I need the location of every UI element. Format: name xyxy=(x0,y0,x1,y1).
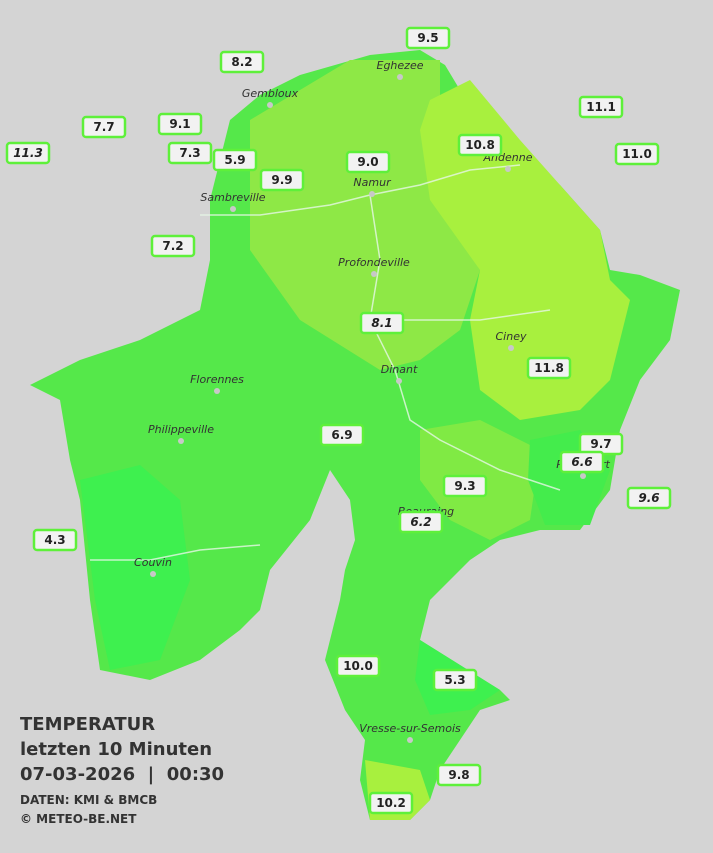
station-value: 9.7 xyxy=(590,437,611,451)
station-box xyxy=(150,234,196,258)
city-dot xyxy=(505,166,511,172)
city-label: Eghezee xyxy=(377,59,424,72)
city-label: Philippeville xyxy=(148,423,214,436)
station-value: 9.9 xyxy=(271,173,292,187)
station-value: 10.0 xyxy=(343,659,373,673)
station-box xyxy=(319,423,365,447)
station-box xyxy=(578,95,624,119)
city-label: Profondeville xyxy=(338,256,410,269)
station-box xyxy=(81,115,127,139)
station-value: 11.3 xyxy=(13,146,43,160)
city-dot xyxy=(214,388,220,394)
station-box xyxy=(157,112,203,136)
station-value: 9.3 xyxy=(454,479,475,493)
station-value: 4.3 xyxy=(44,533,65,547)
station-value: 6.2 xyxy=(410,515,431,529)
timestamp: 07-03-2026 | 00:30 xyxy=(20,764,224,785)
copyright: © METEO-BE.NET xyxy=(20,812,137,826)
station-box xyxy=(359,311,405,335)
station-value: 5.9 xyxy=(224,153,245,167)
station-box xyxy=(432,668,478,692)
station-value: 7.2 xyxy=(162,239,183,253)
city-dot xyxy=(396,378,402,384)
city-dot xyxy=(580,473,586,479)
station-box xyxy=(614,142,660,166)
station-value: 7.3 xyxy=(179,146,200,160)
station-value: 11.1 xyxy=(586,100,616,114)
zone-cold xyxy=(80,465,190,670)
station-box xyxy=(335,654,381,678)
station-value: 8.1 xyxy=(371,316,392,330)
city-label: Couvin xyxy=(134,556,172,569)
station-value: 9.1 xyxy=(169,117,190,131)
station-box xyxy=(32,528,78,552)
station-value: 7.7 xyxy=(93,120,114,134)
city-label: Dinant xyxy=(381,363,418,376)
city-label: Gembloux xyxy=(242,87,299,100)
title-block: TEMPERATUR letzten 10 Minuten 07-03-2026… xyxy=(20,714,224,826)
title: TEMPERATUR xyxy=(20,714,155,735)
station-value: 5.3 xyxy=(444,673,465,687)
station-box xyxy=(626,486,672,510)
station-box xyxy=(457,133,503,157)
city-dot xyxy=(150,571,156,577)
station-box xyxy=(526,356,572,380)
subtitle: letzten 10 Minuten xyxy=(20,739,212,760)
station-value: 9.5 xyxy=(417,31,438,45)
city-dot xyxy=(508,345,514,351)
station-box xyxy=(345,150,391,174)
station-box xyxy=(559,450,605,474)
city-label: Ciney xyxy=(496,330,527,343)
city-label: Florennes xyxy=(190,373,244,386)
station-value: 11.8 xyxy=(534,361,564,375)
station-value: 9.6 xyxy=(638,491,659,505)
station-box xyxy=(212,148,258,172)
station-value: 10.8 xyxy=(465,138,495,152)
station-box xyxy=(436,763,482,787)
source: DATEN: KMI & BMCB xyxy=(20,793,157,807)
city-label: Vresse-sur-Semois xyxy=(359,722,461,735)
station-box xyxy=(259,168,305,192)
station-value: 6.6 xyxy=(571,455,592,469)
city-dot xyxy=(407,737,413,743)
station-value: 9.8 xyxy=(448,768,469,782)
station-value: 11.0 xyxy=(622,147,652,161)
station-value: 8.2 xyxy=(231,55,252,69)
station-box xyxy=(405,26,451,50)
station-value: 6.9 xyxy=(331,428,352,442)
zone-warm xyxy=(420,80,630,420)
city-dot xyxy=(369,191,375,197)
city-label: Sambreville xyxy=(200,191,265,204)
city-dot xyxy=(397,74,403,80)
station-value: 10.2 xyxy=(376,796,406,810)
city-dot xyxy=(267,102,273,108)
city-label: Namur xyxy=(353,176,392,189)
station-box xyxy=(219,50,265,74)
station-value: 9.0 xyxy=(357,155,378,169)
city-dot xyxy=(371,271,377,277)
station-box xyxy=(167,141,213,165)
station-box xyxy=(398,510,444,534)
city-dot xyxy=(178,438,184,444)
city-dot xyxy=(230,206,236,212)
station-box xyxy=(368,791,414,815)
station-box xyxy=(442,474,488,498)
station-box xyxy=(5,141,51,165)
